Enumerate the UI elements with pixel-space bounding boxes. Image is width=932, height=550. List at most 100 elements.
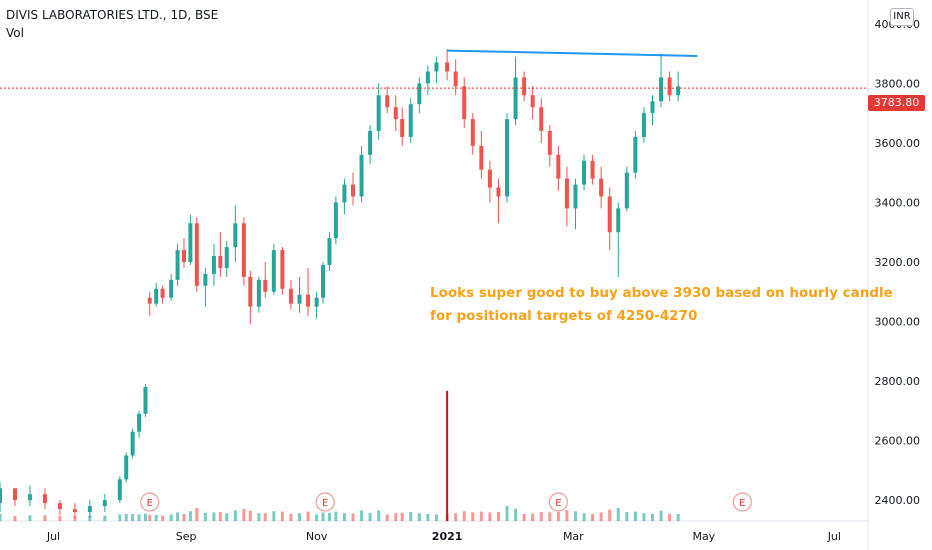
volume-bar xyxy=(650,514,654,521)
candle-body xyxy=(314,297,319,307)
volume-bar xyxy=(154,514,158,521)
volume-bar xyxy=(599,512,603,521)
volume-bar xyxy=(676,514,680,521)
volume-bar xyxy=(321,512,325,521)
volume-bar xyxy=(263,513,267,521)
volume-bar xyxy=(0,514,2,521)
volume-bar xyxy=(400,512,404,521)
earnings-marker[interactable] xyxy=(732,492,752,512)
candle-body xyxy=(667,77,672,96)
x-tick-label: Nov xyxy=(306,530,328,543)
candle-body xyxy=(530,95,535,108)
volume-bar xyxy=(454,513,458,521)
y-tick-label: 3800.00 xyxy=(875,77,921,90)
volume-bar xyxy=(471,512,475,521)
volume-bar xyxy=(73,516,77,521)
earnings-marker[interactable] xyxy=(140,492,160,512)
candle-body xyxy=(641,113,646,137)
volume-bar xyxy=(248,510,252,521)
candle-body xyxy=(271,250,276,292)
candle-body xyxy=(547,130,552,155)
x-tick-label: Mar xyxy=(563,530,584,543)
candle-body xyxy=(659,77,664,102)
volume-bar xyxy=(233,510,237,521)
candle-body xyxy=(400,119,405,137)
candle-body xyxy=(582,160,587,185)
candle-body xyxy=(539,107,544,131)
volume-bar xyxy=(434,514,438,521)
last-price-label: 3783.80 xyxy=(868,95,925,111)
candle-body xyxy=(321,264,326,298)
candle-body xyxy=(470,119,475,146)
volume-bar xyxy=(58,516,62,521)
candle-body xyxy=(0,488,2,504)
candle-body xyxy=(263,279,268,292)
volume-bar xyxy=(131,514,135,521)
volume-bar xyxy=(633,511,637,521)
candle-body xyxy=(233,223,238,248)
candle-body xyxy=(72,509,77,513)
candle-body xyxy=(102,500,107,507)
volume-bar xyxy=(616,508,620,521)
candle-body xyxy=(616,208,621,233)
candle-body xyxy=(288,288,293,304)
time-axis[interactable]: Jul Sep Nov 2021 Mar May Jul xyxy=(46,530,841,543)
volume-bar xyxy=(351,513,355,521)
candle-body xyxy=(211,256,216,274)
volume-bar xyxy=(28,515,32,521)
volume-bar xyxy=(565,510,569,521)
volume-bar xyxy=(315,514,319,521)
volume-bar xyxy=(182,514,186,521)
volume-bar xyxy=(394,513,398,521)
candle-body xyxy=(417,83,422,105)
currency-badge[interactable]: INR xyxy=(890,8,914,26)
volume-bar xyxy=(625,512,629,521)
volume-bar xyxy=(143,513,147,521)
candle-body xyxy=(376,95,381,131)
chart-title[interactable]: DIVIS LABORATORIES LTD., 1D, BSE xyxy=(6,8,219,22)
candle-body xyxy=(87,506,92,513)
candle-body xyxy=(676,86,681,96)
earnings-marker-label: E xyxy=(147,498,153,509)
volume-bar xyxy=(426,514,430,521)
candle-body xyxy=(479,145,484,170)
volume-bar xyxy=(124,514,128,521)
volume-indicator-label[interactable]: Vol xyxy=(6,26,24,40)
candle-body xyxy=(327,238,332,265)
candle-body xyxy=(408,104,413,137)
candle-body xyxy=(385,95,390,108)
volume-bars xyxy=(0,391,680,521)
candle-body xyxy=(350,184,355,197)
candle-body xyxy=(280,250,285,289)
candle-body xyxy=(434,62,439,72)
candle-body xyxy=(169,279,174,298)
y-tick-label: 3200.00 xyxy=(875,256,921,269)
volume-bar xyxy=(479,511,483,521)
x-tick-label: Jul xyxy=(827,530,841,543)
volume-bar xyxy=(642,513,646,521)
volume-bar xyxy=(417,513,421,521)
volume-bar xyxy=(242,508,246,521)
earnings-marker[interactable] xyxy=(548,492,568,512)
candle-body xyxy=(487,169,492,188)
volume-bar xyxy=(257,513,261,521)
candle-body xyxy=(224,247,229,268)
candle-body xyxy=(564,178,569,209)
candle-body xyxy=(143,387,148,414)
candle-body xyxy=(248,276,253,307)
y-tick-label: 3000.00 xyxy=(875,316,921,329)
earnings-marker[interactable] xyxy=(315,492,335,512)
annotation-line-1[interactable]: Looks super good to buy above 3930 based… xyxy=(430,285,893,301)
y-tick-label: 2400.00 xyxy=(875,494,921,507)
volume-bar xyxy=(591,514,595,521)
candle-body xyxy=(27,494,32,501)
annotation-line-2[interactable]: for positional targets of 4250-4270 xyxy=(430,308,698,324)
resistance-trendline[interactable] xyxy=(447,49,698,57)
candle-body xyxy=(445,62,450,72)
volume-bar xyxy=(169,514,173,521)
earnings-marker-label: E xyxy=(555,498,561,509)
x-tick-label: 2021 xyxy=(432,530,463,543)
volume-bar xyxy=(13,516,17,521)
